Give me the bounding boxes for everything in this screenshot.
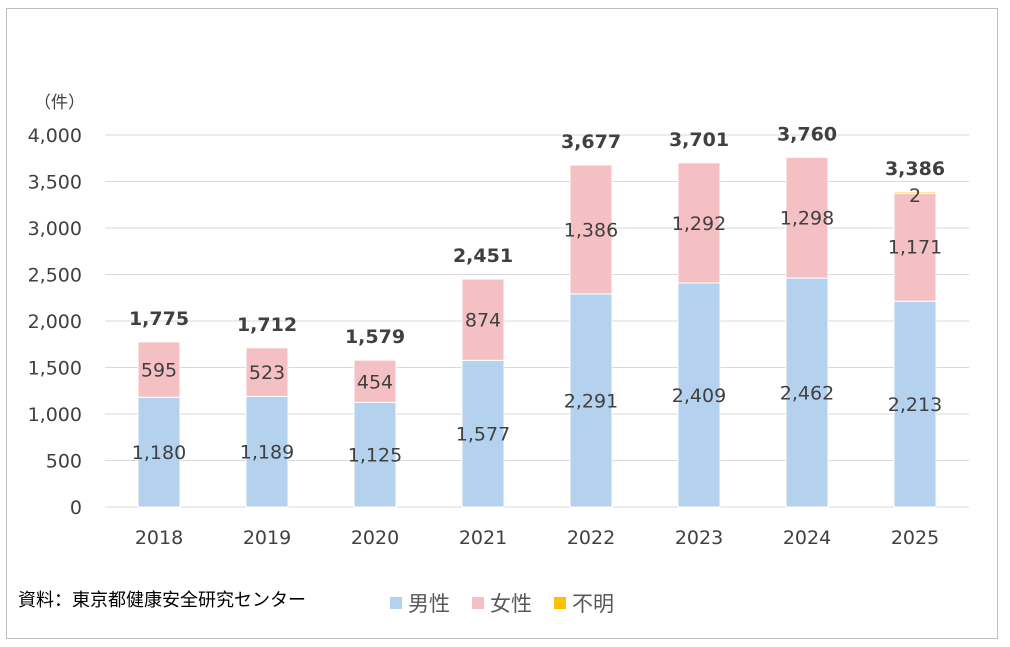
- legend-swatch-female: [472, 597, 484, 609]
- gridlines: [105, 134, 969, 508]
- bars: 1,180 595 1,775 1,189 523 1,712 1,125 454 1,579 1…: [129, 123, 945, 508]
- data-label-male: 1,189: [240, 442, 294, 464]
- y-tick-label: 3,000: [28, 218, 82, 240]
- x-tick-label: 2020: [351, 527, 399, 549]
- y-tick-label: 2,500: [28, 265, 82, 287]
- y-axis: 0 500 1,000 1,500 2,000 2,500 3,000 3,500 4,000: [28, 125, 82, 519]
- data-label-female: 1,292: [672, 213, 726, 235]
- y-tick-label: 0: [70, 497, 82, 519]
- y-tick-label: 3,500: [28, 172, 82, 194]
- y-tick-label: 500: [46, 451, 82, 473]
- data-label-female: 1,171: [888, 237, 942, 259]
- x-tick-label: 2022: [567, 527, 615, 549]
- y-tick-label: 1,000: [28, 404, 82, 426]
- data-label-unknown: 2: [909, 185, 921, 207]
- bar-segment-male: [353, 401, 397, 508]
- bar-segment-male: [785, 277, 829, 508]
- bar-segment-female: [785, 156, 829, 279]
- total-label: 1,712: [237, 314, 297, 336]
- bar-segment-female: [245, 347, 289, 397]
- legend-item-unknown: 不明: [554, 588, 614, 618]
- legend-swatch-unknown: [554, 597, 566, 609]
- y-tick-label: 4,000: [28, 125, 82, 147]
- y-unit-label: （件）: [34, 93, 85, 113]
- bar-segment-male: [569, 293, 613, 508]
- legend-item-male: 男性: [390, 588, 450, 618]
- x-tick-label: 2025: [891, 527, 939, 549]
- total-label: 3,701: [669, 129, 729, 151]
- data-label-male: 2,462: [780, 383, 834, 405]
- bar-segment-male: [893, 300, 937, 508]
- legend-label-female: 女性: [490, 592, 532, 616]
- data-label-female: 454: [357, 371, 393, 393]
- stacked-bar-chart: 05001,0001,5002,0002,5003,0003,5004,000 …: [28, 93, 969, 549]
- data-label-male: 1,577: [456, 424, 510, 446]
- total-label: 1,579: [345, 326, 405, 348]
- bar-segment-female: [677, 162, 721, 284]
- data-label-male: 1,180: [132, 442, 186, 464]
- x-tick-label: 2024: [783, 527, 831, 549]
- y-tick-label: 1,500: [28, 358, 82, 380]
- bar-segment-female: [137, 341, 181, 398]
- total-label: 3,386: [885, 158, 945, 180]
- bar-segment-female: [461, 278, 505, 361]
- bar-segment-male: [137, 396, 181, 508]
- bar-segment-male: [461, 359, 505, 508]
- data-label-female: 1,386: [564, 219, 618, 241]
- data-label-female: 1,298: [780, 208, 834, 230]
- bar-segment-female: [353, 359, 397, 403]
- y-tick-label: 2,000: [28, 311, 82, 333]
- data-label-male: 2,291: [564, 390, 618, 412]
- legend: 男性 女性 不明: [390, 588, 636, 618]
- legend-item-female: 女性: [472, 588, 532, 618]
- bar-segment-unknown: [893, 191, 937, 195]
- data-label-female: 595: [141, 360, 177, 382]
- total-label: 3,760: [777, 123, 837, 145]
- legend-label-unknown: 不明: [572, 592, 614, 616]
- chart-frame: [6, 8, 998, 639]
- legend-label-male: 男性: [408, 592, 450, 616]
- bar-segment-female: [893, 191, 937, 302]
- source-note: 資料：東京都健康安全研究センター: [18, 590, 306, 611]
- bar-segment-male: [677, 282, 721, 508]
- data-label-female: 523: [249, 362, 285, 384]
- x-tick-label: 2021: [459, 527, 507, 549]
- total-label: 2,451: [453, 245, 513, 267]
- x-axis: 2018 2019 2020 2021 2022 2023 2024 2025: [135, 527, 939, 549]
- bar-segment-female: [569, 164, 613, 295]
- legend-swatch-male: [390, 597, 402, 609]
- data-label-male: 2,213: [888, 394, 942, 416]
- x-tick-label: 2023: [675, 527, 723, 549]
- x-tick-label: 2018: [135, 527, 183, 549]
- x-tick-label: 2019: [243, 527, 291, 549]
- data-label-male: 2,409: [672, 385, 726, 407]
- data-label-female: 874: [465, 310, 501, 332]
- total-label: 1,775: [129, 308, 189, 330]
- total-label: 3,677: [561, 131, 621, 153]
- data-label-male: 1,125: [348, 445, 402, 467]
